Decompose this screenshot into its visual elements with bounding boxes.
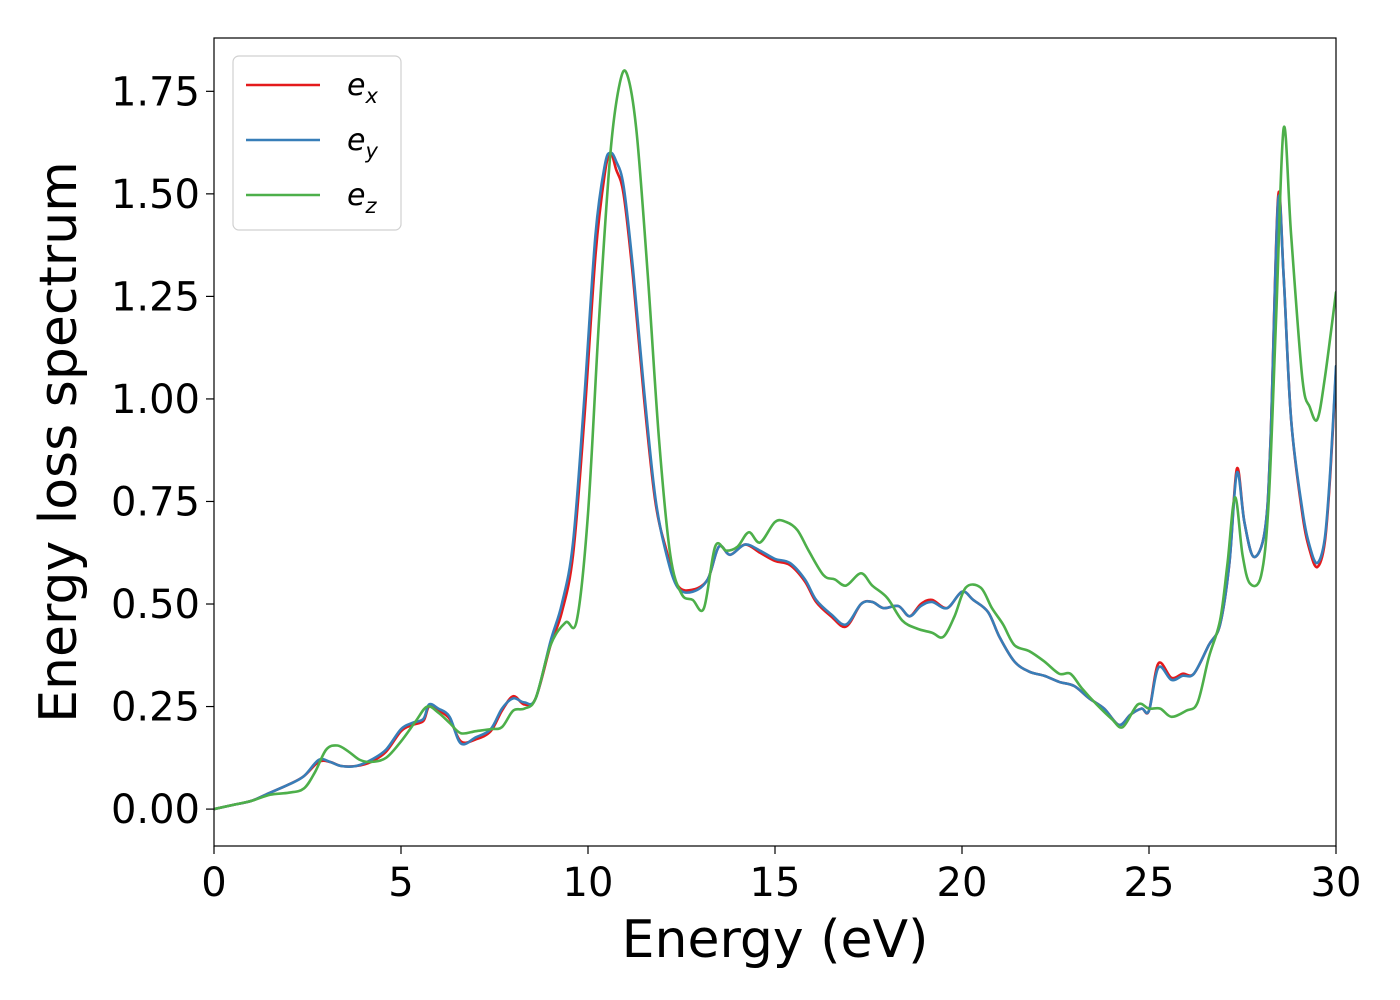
y-axis-ticks: 0.00 0.25 0.50 0.75 1.00 1.25 1.50 1.75 — [111, 69, 214, 833]
y-tick-label: 0.00 — [111, 787, 200, 833]
legend-box — [232, 55, 402, 231]
y-tick-label: 0.75 — [111, 479, 200, 525]
y-axis-label: Energy loss spectrum — [29, 161, 89, 723]
legend-label-e-z: ez — [347, 178, 377, 218]
legend-label-e-x: ex — [347, 68, 378, 108]
x-tick-label: 0 — [201, 860, 226, 906]
legend-label-subscript: y — [364, 139, 378, 163]
series-layer — [214, 69, 1336, 811]
x-tick-label: 10 — [563, 860, 614, 906]
y-tick-label: 1.25 — [111, 274, 200, 320]
y-tick-label: 1.75 — [111, 69, 200, 115]
x-tick-label: 25 — [1124, 860, 1175, 906]
x-tick-label: 20 — [937, 860, 988, 906]
legend-label-main: e — [347, 178, 365, 213]
y-tick-label: 1.00 — [111, 377, 200, 423]
legend-label-subscript: z — [364, 194, 377, 218]
series-line-e-y — [214, 151, 1336, 811]
series-line-e-z — [214, 69, 1336, 811]
axes-frame — [213, 37, 1337, 847]
y-tick-label: 1.50 — [111, 172, 200, 218]
legend-label-e-y: ey — [347, 123, 378, 163]
legend-label-main: e — [347, 68, 365, 103]
legend-label-main: e — [347, 123, 365, 158]
x-axis-label: Energy (eV) — [622, 910, 929, 970]
x-tick-label: 30 — [1311, 860, 1362, 906]
y-tick-label: 0.50 — [111, 582, 200, 628]
legend-label-subscript: x — [364, 84, 378, 108]
x-axis-ticks: 0 5 10 15 20 25 30 — [201, 846, 1361, 906]
x-tick-label: 15 — [750, 860, 801, 906]
y-tick-label: 0.25 — [111, 685, 200, 731]
x-tick-label: 5 — [388, 860, 413, 906]
